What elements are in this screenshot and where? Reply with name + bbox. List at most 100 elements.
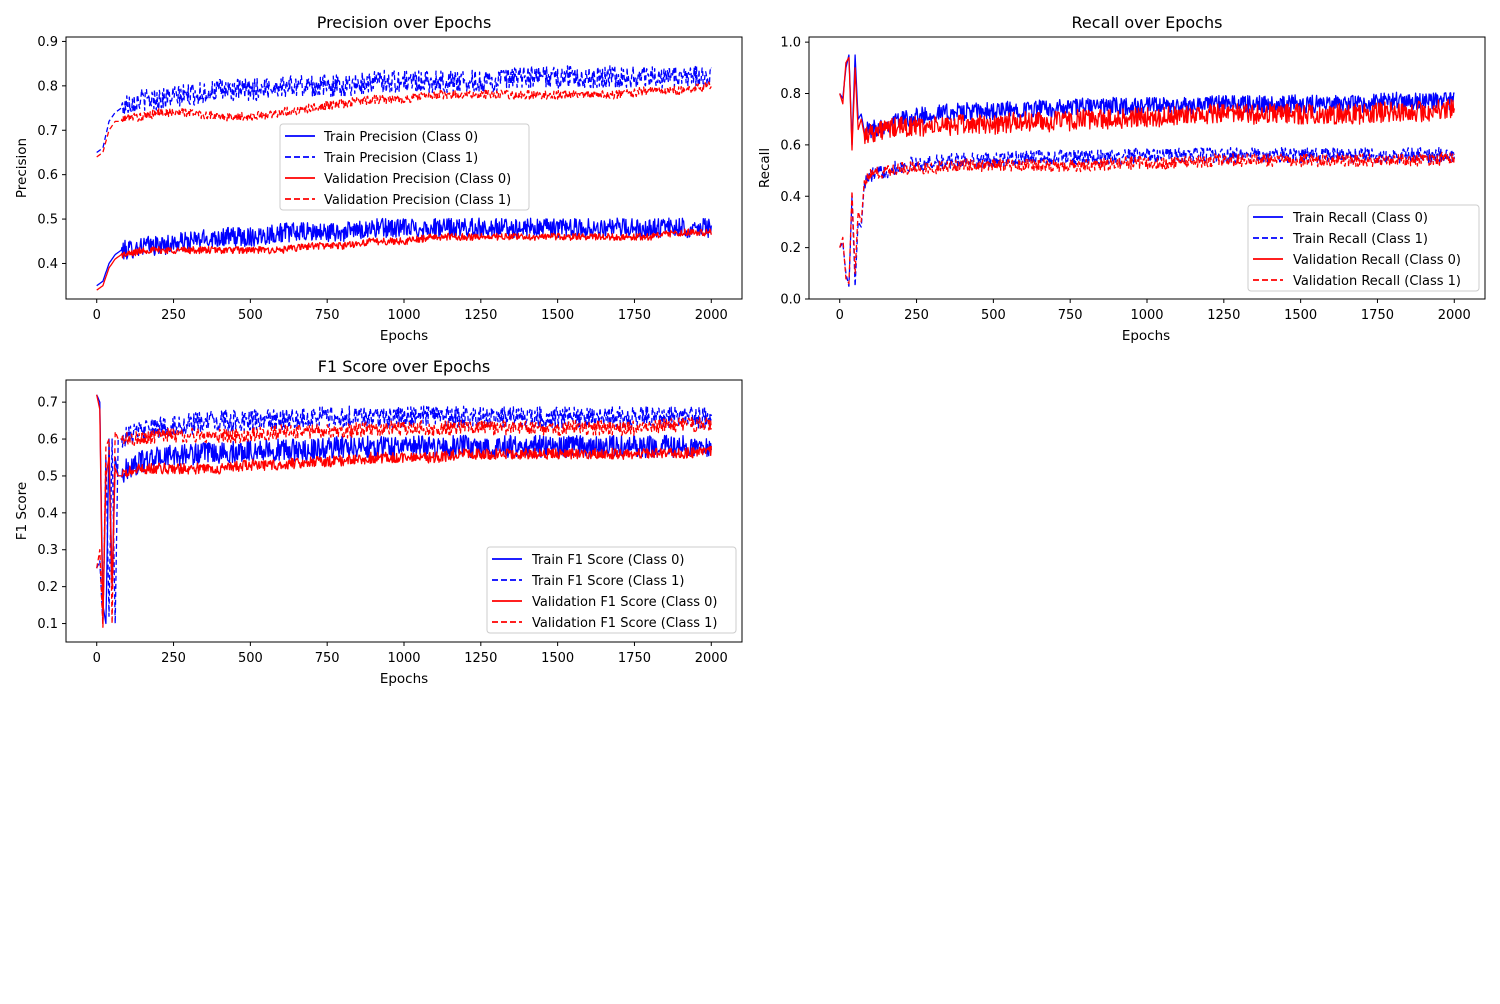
precision-x-tick-label: 250: [161, 308, 186, 323]
precision-legend: Train Precision (Class 0) Train Precisio…: [279, 123, 530, 211]
f1-y-tick-label: 0.5: [37, 469, 58, 484]
recall-series-lines: [839, 54, 1455, 287]
precision-x-tick-label: 1500: [541, 308, 574, 323]
f1-x-tick-label: 1000: [387, 651, 420, 666]
f1-legend: Train F1 Score (Class 0) Train F1 Score …: [486, 546, 737, 634]
series-line-validation-precision-class-0: [96, 228, 712, 291]
legend-label-validation-precision-class-1: Validation Precision (Class 1): [324, 193, 511, 208]
legend-label-validation-precision-class-0: Validation Precision (Class 0): [324, 172, 511, 187]
recall-x-tick-label: 1500: [1284, 308, 1317, 323]
precision-x-tick-label: 1250: [464, 308, 497, 323]
precision-legend-box: [279, 123, 530, 211]
precision-x-tick-label: 1000: [387, 308, 420, 323]
precision-x-tick-label: 500: [238, 308, 263, 323]
series-line-train-f1-score-class-1: [96, 405, 712, 625]
recall-legend: Train Recall (Class 0) Train Recall (Cla…: [1247, 204, 1480, 292]
recall-chart-title: Recall over Epochs: [1072, 13, 1223, 32]
f1-chart-title: F1 Score over Epochs: [318, 357, 490, 376]
recall-y-tick-label: 0.0: [780, 293, 801, 308]
recall-x-tick-label: 0: [836, 308, 844, 323]
legend-label-train-f1-class-1: Train F1 Score (Class 1): [531, 574, 685, 589]
series-line-train-recall-class-1: [839, 146, 1455, 287]
f1-x-tick-label: 0: [93, 651, 101, 666]
f1-x-tick-label: 2000: [695, 651, 728, 666]
legend-label-validation-recall-class-0: Validation Recall (Class 0): [1293, 253, 1461, 268]
f1-y-tick-label: 0.6: [37, 433, 58, 448]
precision-x-tick-label: 0: [93, 308, 101, 323]
f1-x-tick-label: 500: [238, 651, 263, 666]
recall-y-axis-label: Recall: [757, 148, 773, 188]
f1-y-tick-label: 0.3: [37, 543, 58, 558]
precision-chart: Precision over Epochs Epochs Precision 0…: [14, 13, 743, 344]
recall-y-tick-label: 0.8: [780, 87, 801, 102]
f1-y-tick-label: 0.7: [37, 396, 58, 411]
legend-label-validation-f1-class-1: Validation F1 Score (Class 1): [532, 616, 718, 631]
legend-label-train-recall-class-0: Train Recall (Class 0): [1292, 211, 1428, 226]
precision-chart-title: Precision over Epochs: [317, 13, 492, 32]
f1-legend-box: [486, 546, 737, 634]
recall-x-tick-label: 2000: [1438, 308, 1471, 323]
precision-y-tick-label: 0.8: [37, 79, 58, 94]
f1-y-tick-label: 0.4: [37, 506, 58, 521]
precision-y-tick-label: 0.4: [37, 257, 58, 272]
f1-series-lines: [96, 394, 712, 628]
recall-x-tick-label: 500: [981, 308, 1006, 323]
precision-x-tick-label: 2000: [695, 308, 728, 323]
precision-y-axis-label: Precision: [14, 138, 30, 198]
f1-chart: F1 Score over Epochs Epochs F1 Score 0 25…: [14, 357, 743, 687]
recall-axes-frame: [808, 36, 1486, 300]
recall-axis-ticks: 0 250 500 750 1000 1250 1500 1750 2000 0.0 0.2 0.4 0…: [780, 36, 1471, 323]
recall-legend-box: [1247, 204, 1480, 292]
legend-label-validation-recall-class-1: Validation Recall (Class 1): [1293, 274, 1461, 289]
f1-x-tick-label: 1750: [618, 651, 651, 666]
series-line-validation-f1-score-class-1: [96, 416, 712, 628]
precision-y-tick-label: 0.6: [37, 168, 58, 183]
f1-x-tick-label: 250: [161, 651, 186, 666]
series-line-validation-recall-class-1: [839, 151, 1455, 285]
series-line-train-precision-class-0: [96, 217, 712, 287]
series-line-train-precision-class-1: [96, 65, 712, 153]
f1-axis-ticks: 0 250 500 750 1000 1250 1500 1750 2000 0.1 0.2 0.3 0…: [37, 396, 728, 666]
series-line-train-f1-score-class-0: [96, 394, 712, 625]
legend-label-train-precision-class-1: Train Precision (Class 1): [323, 151, 478, 166]
precision-axis-ticks: 0 250 500 750 1000 1250 1500 1750 2000 0.4 0.5 0.6 0…: [37, 35, 728, 323]
series-line-validation-recall-class-0: [839, 56, 1455, 151]
precision-x-axis-label: Epochs: [380, 328, 428, 344]
series-line-train-recall-class-0: [839, 54, 1455, 146]
f1-y-tick-label: 0.1: [37, 617, 58, 632]
f1-x-tick-label: 1250: [464, 651, 497, 666]
precision-y-tick-label: 0.9: [37, 35, 58, 50]
recall-y-tick-label: 0.2: [780, 241, 801, 256]
recall-x-tick-label: 1000: [1130, 308, 1163, 323]
legend-label-train-f1-class-0: Train F1 Score (Class 0): [531, 553, 685, 568]
recall-x-axis-label: Epochs: [1122, 328, 1170, 344]
recall-x-tick-label: 250: [904, 308, 929, 323]
f1-x-tick-label: 1500: [541, 651, 574, 666]
recall-y-tick-label: 1.0: [780, 36, 801, 51]
precision-x-tick-label: 1750: [618, 308, 651, 323]
f1-x-tick-label: 750: [315, 651, 340, 666]
precision-y-tick-label: 0.7: [37, 124, 58, 139]
f1-y-axis-label: F1 Score: [14, 482, 30, 540]
recall-x-tick-label: 1250: [1207, 308, 1240, 323]
recall-y-tick-label: 0.4: [780, 190, 801, 205]
precision-axes-frame: [65, 36, 743, 300]
precision-x-tick-label: 750: [315, 308, 340, 323]
series-line-validation-f1-score-class-0: [96, 394, 712, 625]
recall-x-tick-label: 750: [1058, 308, 1083, 323]
f1-y-tick-label: 0.2: [37, 580, 58, 595]
legend-label-train-precision-class-0: Train Precision (Class 0): [323, 130, 478, 145]
legend-label-train-recall-class-1: Train Recall (Class 1): [1292, 232, 1428, 247]
recall-x-tick-label: 1750: [1361, 308, 1394, 323]
f1-axes-frame: [65, 379, 743, 643]
f1-x-axis-label: Epochs: [380, 671, 428, 687]
recall-y-tick-label: 0.6: [780, 138, 801, 153]
series-line-validation-precision-class-1: [96, 81, 712, 158]
precision-y-tick-label: 0.5: [37, 213, 58, 228]
precision-series-lines: [96, 65, 712, 291]
recall-chart: Recall over Epochs Epochs Recall 0 250 500…: [757, 13, 1486, 344]
legend-label-validation-f1-class-0: Validation F1 Score (Class 0): [532, 595, 718, 610]
